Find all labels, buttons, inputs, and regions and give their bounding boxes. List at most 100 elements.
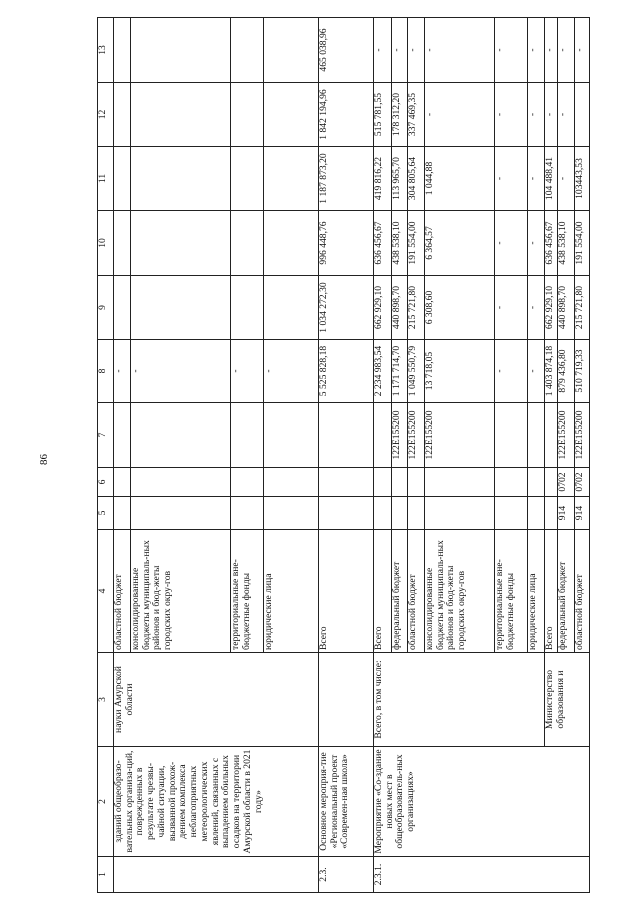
- measure-name: зданий общеобразо-вательных организа-ций…: [113, 746, 319, 857]
- value-cell-col-8: -: [230, 339, 264, 403]
- value-cell-col-10: 996 448,76: [318, 210, 374, 276]
- column-number: 6: [97, 467, 114, 497]
- measure-name: Мероприятие «Со-здание новых мест в обще…: [373, 746, 590, 857]
- value-cell-col-6: [544, 467, 558, 497]
- column-number: 4: [97, 529, 114, 653]
- value-cell-col-11: 419 816,22: [373, 146, 392, 211]
- value-cell-col-12: -: [494, 82, 528, 147]
- column-number: 1: [97, 856, 114, 893]
- value-cell-col-6: 0702: [557, 467, 575, 497]
- value-cell-col-8: 1 049 550,79: [407, 339, 425, 403]
- value-cell-col-7: 122E155200: [557, 402, 575, 468]
- column-number: 9: [97, 275, 114, 340]
- value-cell-col-13: -: [373, 17, 392, 83]
- value-cell-col-9: [230, 275, 264, 340]
- header-row: 1 2 3 4 5 6 7 8 9 10 11 12 13: [97, 17, 114, 893]
- value-cell-col-11: 1 187 873,20: [318, 146, 374, 211]
- value-cell-col-5: [230, 496, 264, 530]
- value-cell-col-12: -: [527, 82, 545, 147]
- value-cell-col-7: 122E155200: [574, 402, 590, 468]
- column-number: 5: [97, 496, 114, 530]
- funding-source: юридические лица: [263, 529, 319, 653]
- value-cell-col-8: 1 171 714,70: [391, 339, 408, 403]
- value-cell-col-12: 178 312,20: [391, 82, 408, 147]
- value-cell-col-9: 440 898,70: [557, 275, 575, 340]
- value-cell-col-8: -: [113, 339, 131, 403]
- value-cell-col-9: [130, 275, 231, 340]
- value-cell-col-10: 636 456,67: [544, 210, 558, 276]
- value-cell-col-9: 440 898,70: [391, 275, 408, 340]
- value-cell-col-8: 1 403 874,18: [544, 339, 558, 403]
- value-cell-col-7: [130, 402, 231, 468]
- value-cell-col-6: [318, 467, 374, 497]
- value-cell-col-7: 122E155200: [424, 402, 495, 468]
- value-cell-col-11: 104 488,41: [544, 146, 558, 211]
- value-cell-col-5: [494, 496, 528, 530]
- value-cell-col-13: -: [557, 17, 575, 83]
- value-cell-col-6: [230, 467, 264, 497]
- value-cell-col-10: [263, 210, 319, 276]
- funding-source: областной бюджет: [407, 529, 425, 653]
- value-cell-col-11: -: [557, 146, 575, 211]
- value-cell-col-6: [527, 467, 545, 497]
- value-cell-col-13: -: [424, 17, 495, 83]
- column-number: 13: [97, 17, 114, 83]
- value-cell-col-11: 103443,53: [574, 146, 590, 211]
- funding-source: областной бюджет: [574, 529, 590, 653]
- value-cell-col-7: 122E155200: [407, 402, 425, 468]
- value-cell-col-12: [574, 82, 590, 147]
- value-cell-col-5: [424, 496, 495, 530]
- funding-source: территориальные вне-бюджетные фонды: [230, 529, 264, 653]
- value-cell-col-5: [373, 496, 392, 530]
- value-cell-col-12: 337 469,35: [407, 82, 425, 147]
- executor: Всего, в том числе:: [373, 652, 545, 747]
- funding-source: федеральный бюджет: [391, 529, 408, 653]
- value-cell-col-9: 6 308,60: [424, 275, 495, 340]
- value-cell-col-12: [130, 82, 231, 147]
- value-cell-col-11: -: [494, 146, 528, 211]
- value-cell-col-5: [544, 496, 558, 530]
- value-cell-col-8: -: [263, 339, 319, 403]
- value-cell-col-10: -: [494, 210, 528, 276]
- value-cell-col-13: -: [391, 17, 408, 83]
- value-cell-col-5: [407, 496, 425, 530]
- funding-source: территориальные вне-бюджетные фонды: [494, 529, 528, 653]
- value-cell-col-11: 1 044,88: [424, 146, 495, 211]
- value-cell-col-10: 636 456,67: [373, 210, 392, 276]
- value-cell-col-8: -: [130, 339, 231, 403]
- value-cell-col-11: [113, 146, 131, 211]
- value-cell-col-9: [113, 275, 131, 340]
- value-cell-col-12: -: [557, 82, 575, 147]
- value-cell-col-7: [373, 402, 392, 468]
- value-cell-col-6: [113, 467, 131, 497]
- value-cell-col-9: -: [527, 275, 545, 340]
- value-cell-col-8: 5 525 828,18: [318, 339, 374, 403]
- executor: науки Амурской области: [113, 652, 319, 747]
- column-number: 11: [97, 146, 114, 211]
- value-cell-col-8: 13 718,05: [424, 339, 495, 403]
- value-cell-col-11: [130, 146, 231, 211]
- value-cell-col-6: [391, 467, 408, 497]
- value-cell-col-11: [263, 146, 319, 211]
- value-cell-col-10: 191 554,00: [574, 210, 590, 276]
- column-number: 10: [97, 210, 114, 276]
- value-cell-col-9: [263, 275, 319, 340]
- value-cell-col-13: 465 038,96: [318, 17, 374, 83]
- value-cell-col-8: -: [494, 339, 528, 403]
- value-cell-col-5: [318, 496, 374, 530]
- column-number: 2: [97, 746, 114, 857]
- column-number: 8: [97, 339, 114, 403]
- value-cell-col-6: 0702: [574, 467, 590, 497]
- value-cell-col-10: 6 364,57: [424, 210, 495, 276]
- page-number: 86: [38, 454, 50, 465]
- column-number: 3: [97, 652, 114, 747]
- funding-source: Всего: [544, 529, 558, 653]
- funding-source: юридические лица: [527, 529, 545, 653]
- funding-source: областной бюджет: [113, 529, 131, 653]
- value-cell-col-10: -: [527, 210, 545, 276]
- value-cell-col-10: [230, 210, 264, 276]
- value-cell-col-6: [407, 467, 425, 497]
- value-cell-col-13: -: [527, 17, 545, 83]
- value-cell-col-5: 914: [574, 496, 590, 530]
- row-number: 2.3.1.: [373, 856, 590, 893]
